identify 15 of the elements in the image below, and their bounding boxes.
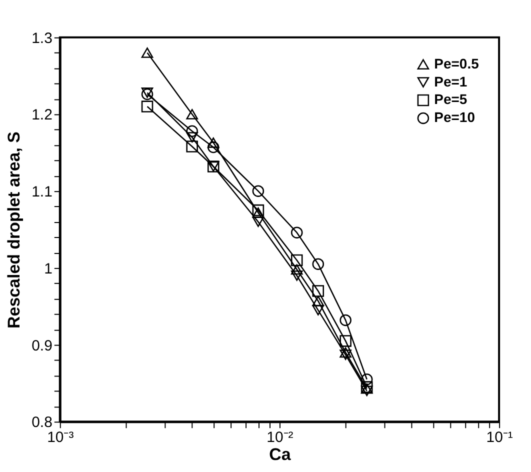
x-tick-label: 10⁻² — [266, 429, 294, 446]
x-tick-label: 10⁻³ — [47, 429, 74, 446]
legend-label: Pe=0.5 — [434, 55, 480, 72]
x-axis-title: Ca — [269, 445, 292, 464]
y-tick-label: 1.3 — [32, 30, 52, 47]
y-tick-label: 0.9 — [32, 337, 52, 354]
legend-label: Pe=1 — [434, 73, 468, 90]
x-tick-label: 10⁻¹ — [486, 429, 513, 446]
legend-label: Pe=10 — [434, 109, 476, 126]
y-tick-label: 1 — [44, 260, 52, 278]
y-axis-title: Rescaled droplet area, S — [4, 132, 24, 328]
legend-label: Pe=5 — [434, 91, 468, 108]
y-tick-label: 1.2 — [32, 106, 52, 124]
y-tick-label: 0.8 — [32, 414, 52, 432]
y-tick-label: 1.1 — [32, 184, 52, 201]
